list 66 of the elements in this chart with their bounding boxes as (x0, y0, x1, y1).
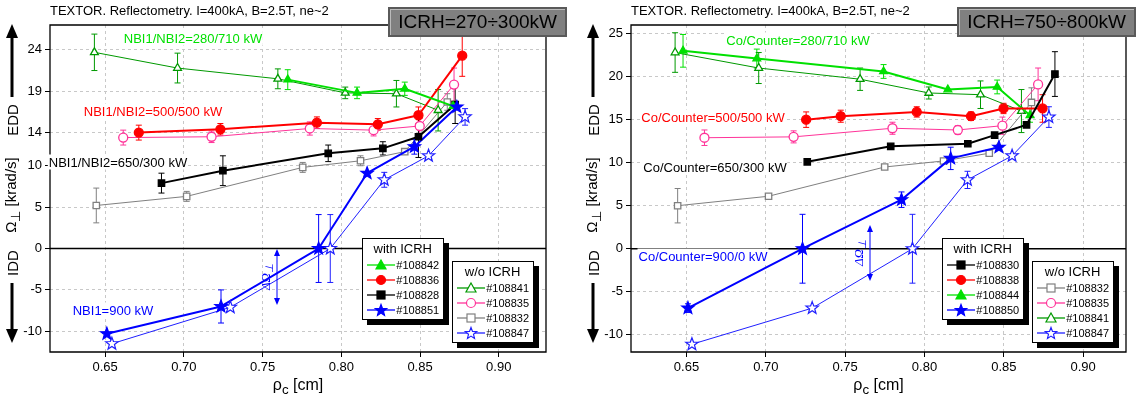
legend-label: #108844 (976, 288, 1020, 301)
x-tick-label: 0.65 (92, 359, 118, 375)
legend-label: #108851 (396, 303, 440, 316)
annotation: NBI1/NBI2=500/500 kW (82, 103, 224, 119)
legend-label: #108832 (1066, 281, 1109, 294)
legend-label: #108838 (976, 273, 1020, 286)
y-tick-label: 24 (27, 41, 42, 57)
y-tick-label: 5 (34, 198, 42, 214)
x-tick-label: 0.85 (991, 359, 1017, 375)
legend-label: #108836 (396, 273, 440, 286)
legend-label: #108832 (486, 311, 529, 324)
text: w/o ICRH (464, 264, 521, 279)
annotation: NBI1/NBI2=650/300 kW (47, 154, 189, 170)
y-tick-label: 19 (27, 82, 42, 98)
legend-label: #108841 (1066, 311, 1109, 324)
x-axis-title: ρ$_{c}$ [cm] (272, 376, 324, 398)
text: with ICRH (953, 241, 1013, 256)
y-tick-label: -10 (604, 326, 623, 342)
x-axis-title: ρ$_{c}$ [cm] (853, 376, 904, 398)
text: EDD (584, 104, 602, 136)
text: IDD (584, 250, 602, 276)
y-tick-label: 5 (615, 197, 623, 213)
text: IDD (3, 250, 21, 276)
text: EDD (3, 104, 21, 136)
x-tick-label: 0.80 (328, 359, 354, 375)
text: with ICRH (373, 241, 433, 256)
x-tick-label: 0.90 (486, 359, 512, 375)
y-tick-label: 15 (608, 111, 623, 127)
x-tick-label: 0.75 (832, 359, 858, 375)
chart-title: TEXTOR. Reflectometry. I=400kA, B=2.5T, ne~2 (50, 3, 329, 18)
legend-label: #108835 (1066, 296, 1109, 309)
y-tick-label: -5 (30, 281, 42, 297)
annotation: NBI1=900 kW (71, 302, 155, 318)
x-tick-label: 0.70 (171, 359, 197, 375)
annotation: Co/Counter=500/500 kW (640, 109, 786, 125)
legend-label: #108841 (486, 281, 529, 294)
annotation: NBI1/NBI2=280/710 kW (122, 30, 264, 46)
y-tick-label: 25 (608, 25, 623, 41)
legend-label: #108842 (396, 258, 440, 271)
y-tick-label: -5 (611, 283, 623, 299)
y-tick-label: 20 (608, 68, 623, 84)
y-tick-label: 14 (27, 124, 42, 140)
legend-label: #108828 (396, 288, 440, 301)
text: w/o ICRH (1044, 264, 1101, 279)
annotation: ICRH=270÷300kW (388, 7, 567, 37)
legend-label: #108850 (976, 303, 1020, 316)
annotation: Co/Counter=280/710 kW (725, 32, 871, 48)
legend-label: #108830 (976, 258, 1020, 271)
chart-title: TEXTOR. Reflectometry. I=400kA, B=2.5T, ne~2 (631, 3, 910, 18)
legend-label: #108835 (486, 296, 529, 309)
y-tick-label: 10 (27, 157, 42, 173)
y-tick-label: 10 (608, 154, 623, 170)
x-tick-label: 0.65 (673, 359, 700, 375)
y-tick-label: 0 (615, 240, 623, 256)
annotation: Co/Counter=650/300 kW (642, 159, 788, 175)
x-tick-label: 0.80 (911, 359, 938, 375)
legend-label: #108847 (1066, 326, 1109, 339)
x-tick-label: 0.85 (407, 359, 433, 375)
x-tick-label: 0.90 (1070, 359, 1096, 375)
y-tick-label: 0 (34, 240, 42, 256)
annotation: Co/Counter=900/0 kW (637, 248, 769, 264)
annotation: ICRH=750÷800kW (957, 7, 1136, 37)
legend-label: #108847 (486, 326, 529, 339)
x-tick-label: 0.70 (753, 359, 779, 375)
x-tick-label: 0.75 (249, 359, 276, 375)
y-tick-label: -10 (23, 322, 42, 338)
